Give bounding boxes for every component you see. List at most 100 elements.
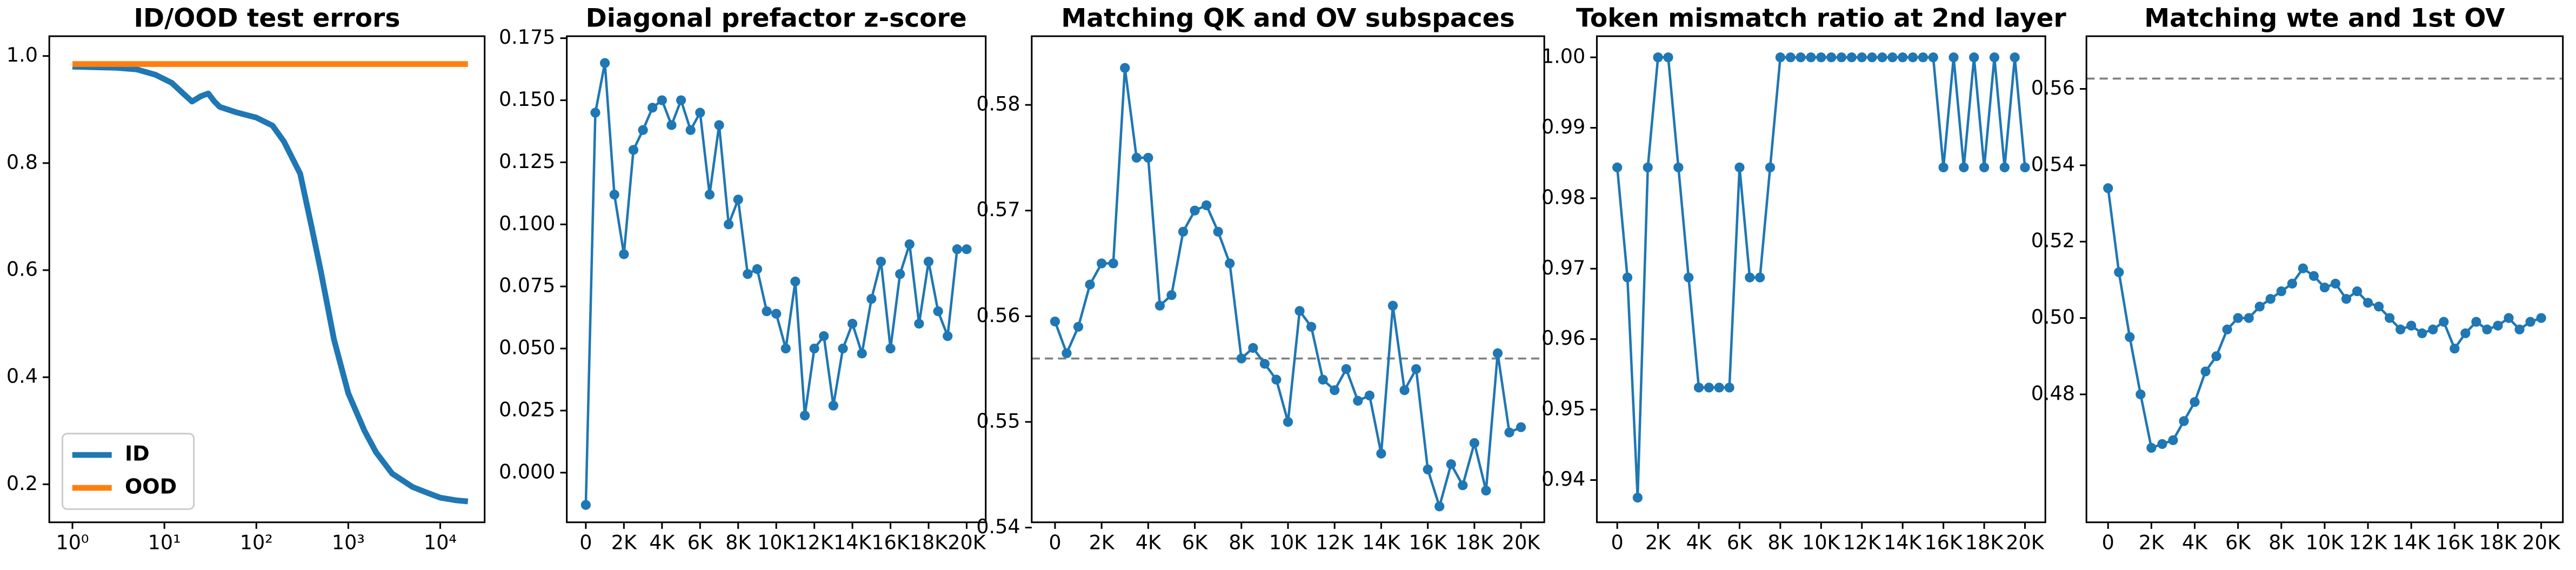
point — [847, 318, 858, 329]
point — [1796, 52, 1806, 63]
point — [1341, 364, 1351, 374]
x-tick-label: 16K — [871, 531, 910, 554]
point — [1704, 383, 1714, 393]
point — [1673, 162, 1684, 172]
x-tick-label: 12K — [795, 531, 833, 554]
point — [2298, 263, 2308, 273]
series-line — [1616, 56, 2026, 499]
point — [1724, 383, 1734, 393]
point — [619, 249, 629, 259]
point — [962, 244, 972, 254]
point — [1213, 226, 1223, 237]
x-tick-label: 4K — [649, 531, 675, 554]
point — [1131, 152, 1142, 163]
point — [1154, 300, 1165, 311]
point — [2157, 439, 2167, 449]
y-tick-label: 0.94 — [1541, 467, 1585, 491]
point — [933, 306, 943, 317]
y-tick-label: 0.56 — [2031, 76, 2075, 99]
point — [1836, 52, 1847, 63]
point — [2276, 286, 2286, 297]
point — [1755, 272, 1765, 283]
point — [1062, 348, 1072, 358]
point — [1918, 52, 1928, 63]
point — [828, 400, 838, 411]
x-tick-label: 6K — [688, 531, 713, 554]
point — [743, 269, 753, 279]
point — [2211, 351, 2221, 361]
point — [1190, 205, 1200, 216]
point — [819, 331, 829, 341]
point — [590, 108, 600, 118]
x-tick-label: 0 — [2102, 531, 2114, 554]
x-tick-label: 18K — [1456, 531, 1494, 554]
x-tick-label: 2K — [1645, 531, 1671, 554]
chart-title: Diagonal prefactor z-score — [586, 4, 967, 33]
chart-title: Matching QK and OV subspaces — [1061, 4, 1514, 33]
x-tick-label: 16K — [1924, 531, 1963, 554]
x-tick-label: 18K — [910, 531, 948, 554]
point — [2385, 313, 2395, 323]
y-tick-label: 0.54 — [2031, 152, 2075, 176]
chart-title: ID/OOD test errors — [134, 4, 400, 33]
point — [1898, 52, 1908, 63]
x-tick-label: 0 — [579, 531, 592, 554]
x-tick-label: 0 — [1611, 531, 1624, 554]
point — [1050, 316, 1060, 327]
point — [2103, 183, 2113, 193]
point — [1806, 52, 1816, 63]
y-tick-label: 0.50 — [2031, 305, 2075, 328]
point — [876, 257, 886, 267]
point — [1663, 52, 1673, 63]
axes-frame — [2085, 35, 2564, 524]
x-tick-label: 14K — [1884, 531, 1922, 554]
y-tick-label: 0.6 — [6, 258, 38, 281]
point — [685, 125, 696, 135]
point — [1775, 52, 1786, 63]
x-tick-label: 18K — [1965, 531, 2004, 554]
point — [2020, 162, 2030, 172]
y-tick-label: 1.00 — [1541, 45, 1585, 68]
x-tick-label: 20K — [2522, 531, 2560, 554]
point — [1259, 359, 1270, 369]
point — [1283, 417, 1293, 427]
y-tick-label: 0.2 — [6, 472, 38, 495]
point — [2352, 286, 2363, 297]
point — [2341, 294, 2352, 304]
point — [780, 343, 791, 354]
axes-frame — [48, 35, 486, 524]
x-tick-label: 6K — [1182, 531, 1208, 554]
x-tick-label: 14K — [833, 531, 872, 554]
y-tick-label: 0.58 — [976, 92, 1020, 116]
point — [1867, 52, 1877, 63]
point — [2265, 294, 2275, 304]
point — [1446, 459, 1456, 470]
x-tick-label: 6K — [2225, 531, 2251, 554]
x-tick-label: 2K — [611, 531, 637, 554]
point — [1364, 390, 1374, 401]
point — [771, 309, 782, 319]
point — [2254, 301, 2265, 312]
point — [2244, 313, 2254, 323]
point — [676, 95, 686, 105]
point — [1178, 226, 1189, 237]
x-tick-label: 0 — [1049, 531, 1061, 554]
x-tick-label: 8K — [1229, 531, 1254, 554]
legend-label: OOD — [125, 474, 177, 498]
point — [1423, 464, 1433, 475]
point — [2536, 313, 2546, 323]
y-tick-label: 0.000 — [499, 460, 555, 483]
point — [2406, 320, 2417, 331]
point — [1622, 272, 1633, 283]
point — [1734, 162, 1745, 172]
legend-label: ID — [125, 442, 150, 466]
point — [2233, 313, 2243, 323]
point — [648, 103, 658, 113]
point — [1166, 290, 1177, 300]
point — [914, 318, 924, 329]
point — [657, 95, 667, 105]
x-tick-label: 18K — [2479, 531, 2517, 554]
point — [2190, 397, 2200, 407]
x-tick-label: 14K — [2392, 531, 2431, 554]
point — [1481, 485, 1491, 496]
